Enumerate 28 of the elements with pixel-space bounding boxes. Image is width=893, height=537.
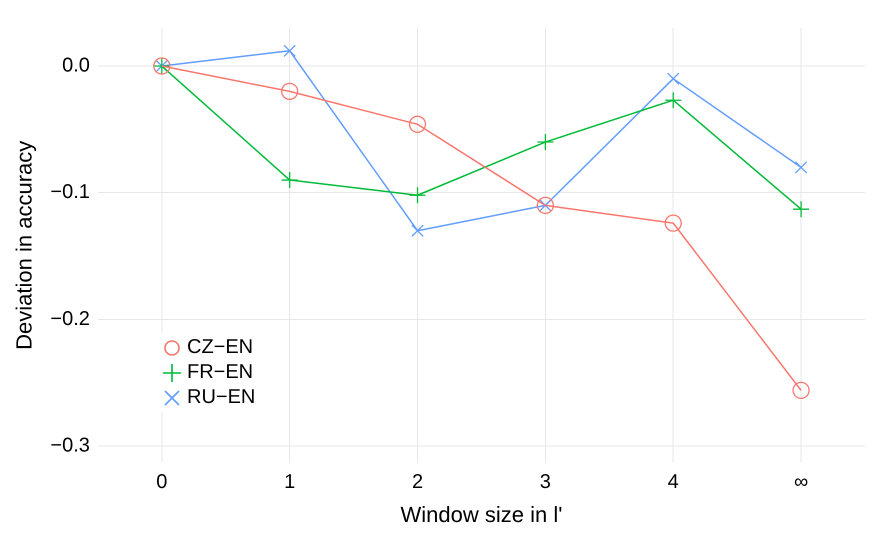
x-tick-label: 4 bbox=[668, 471, 679, 494]
point bbox=[792, 200, 810, 218]
x-tick-label: 0 bbox=[156, 471, 168, 494]
x-tick-label: 3 bbox=[540, 471, 551, 494]
x-axis-title: Window size in l' bbox=[400, 502, 562, 527]
y-axis-title: Deviation in accuracy bbox=[11, 140, 36, 350]
y-tick-label: 0.0 bbox=[62, 54, 90, 77]
y-tick-label: −0.1 bbox=[50, 181, 90, 204]
point bbox=[283, 44, 296, 58]
point bbox=[281, 171, 298, 189]
y-tick-label: −0.2 bbox=[50, 308, 90, 330]
point bbox=[411, 224, 424, 238]
point bbox=[281, 82, 298, 100]
point bbox=[664, 214, 682, 232]
point bbox=[536, 133, 554, 151]
point bbox=[666, 72, 680, 85]
legend-label: FR−EN bbox=[187, 360, 254, 385]
point bbox=[664, 92, 682, 109]
legend-label: CZ−EN bbox=[187, 335, 254, 360]
point bbox=[792, 382, 810, 400]
point bbox=[408, 186, 426, 204]
point bbox=[794, 161, 808, 174]
y-tick-label: −0.3 bbox=[50, 434, 90, 457]
legend-label: RU−EN bbox=[187, 385, 256, 410]
x-tick-label: 1 bbox=[284, 471, 296, 494]
x-tick-label: 2 bbox=[412, 471, 424, 494]
point bbox=[408, 116, 426, 133]
x-tick-label: ∞ bbox=[794, 471, 808, 494]
